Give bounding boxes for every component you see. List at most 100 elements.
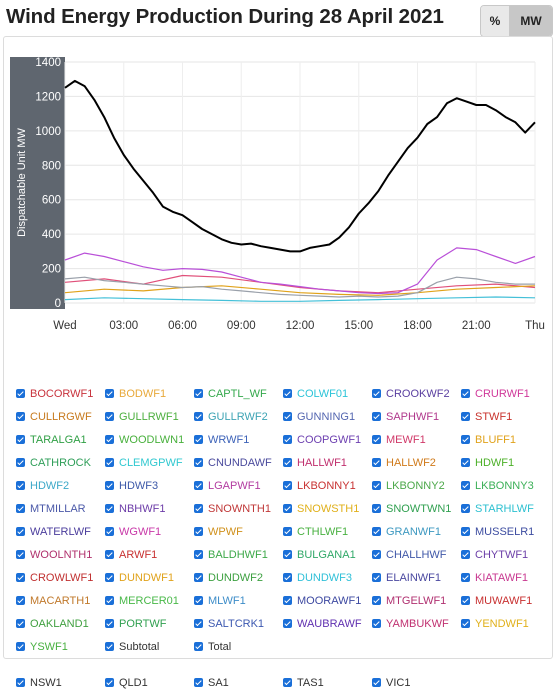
checkbox-checked-icon[interactable] [283, 435, 292, 444]
checkbox-checked-icon[interactable] [461, 596, 470, 605]
legend-item-lkbonny1[interactable]: LKBONNY1 [283, 474, 372, 497]
region-nsw1[interactable]: NSW1 [16, 671, 105, 694]
checkbox-checked-icon[interactable] [16, 596, 25, 605]
legend-item-lgapwf1[interactable]: LGAPWF1 [194, 474, 283, 497]
legend-item-cathrock[interactable]: CATHROCK [16, 451, 105, 474]
checkbox-checked-icon[interactable] [105, 596, 114, 605]
legend-item-cthlwf1[interactable]: CTHLWF1 [283, 520, 372, 543]
legend-item-hdwf3[interactable]: HDWF3 [105, 474, 194, 497]
legend-item-bocorwf1[interactable]: BOCORWF1 [16, 382, 105, 405]
legend-item-yendwf1[interactable]: YENDWF1 [461, 612, 550, 635]
legend-item-mtgelwf1[interactable]: MTGELWF1 [372, 589, 461, 612]
checkbox-checked-icon[interactable] [105, 389, 114, 398]
checkbox-checked-icon[interactable] [283, 527, 292, 536]
checkbox-checked-icon[interactable] [16, 573, 25, 582]
legend-item-chytwf1[interactable]: CHYTWF1 [461, 543, 550, 566]
legend-item-woodlwn1[interactable]: WOODLWN1 [105, 428, 194, 451]
checkbox-checked-icon[interactable] [16, 678, 25, 687]
checkbox-checked-icon[interactable] [105, 550, 114, 559]
checkbox-checked-icon[interactable] [16, 642, 25, 651]
legend-item-waterlwf[interactable]: WATERLWF [16, 520, 105, 543]
legend-item-lkbonny2[interactable]: LKBONNY2 [372, 474, 461, 497]
legend-item-gunning1[interactable]: GUNNING1 [283, 405, 372, 428]
legend-item-wgwf1[interactable]: WGWF1 [105, 520, 194, 543]
checkbox-checked-icon[interactable] [372, 678, 381, 687]
legend-item-taralga1[interactable]: TARALGA1 [16, 428, 105, 451]
legend-item-hallwf1[interactable]: HALLWF1 [283, 451, 372, 474]
legend-item-yambukwf[interactable]: YAMBUKWF [372, 612, 461, 635]
checkbox-checked-icon[interactable] [105, 435, 114, 444]
checkbox-checked-icon[interactable] [16, 550, 25, 559]
legend-item-nbhwf1[interactable]: NBHWF1 [105, 497, 194, 520]
legend-item-musselr1[interactable]: MUSSELR1 [461, 520, 550, 543]
checkbox-checked-icon[interactable] [194, 596, 203, 605]
legend-item-mewf1[interactable]: MEWF1 [372, 428, 461, 451]
checkbox-checked-icon[interactable] [194, 619, 203, 628]
legend-item-macarth1[interactable]: MACARTH1 [16, 589, 105, 612]
checkbox-checked-icon[interactable] [194, 458, 203, 467]
legend-item-kiatawf1[interactable]: KIATAWF1 [461, 566, 550, 589]
checkbox-checked-icon[interactable] [16, 504, 25, 513]
checkbox-checked-icon[interactable] [283, 573, 292, 582]
checkbox-checked-icon[interactable] [372, 435, 381, 444]
checkbox-checked-icon[interactable] [283, 481, 292, 490]
checkbox-checked-icon[interactable] [372, 619, 381, 628]
checkbox-checked-icon[interactable] [16, 435, 25, 444]
checkbox-checked-icon[interactable] [461, 504, 470, 513]
legend-item-saphwf1[interactable]: SAPHWF1 [372, 405, 461, 428]
legend-item-snownth1[interactable]: SNOWNTH1 [194, 497, 283, 520]
checkbox-checked-icon[interactable] [194, 412, 203, 421]
legend-item-oakland1[interactable]: OAKLAND1 [16, 612, 105, 635]
checkbox-checked-icon[interactable] [16, 389, 25, 398]
legend-item-muwawf1[interactable]: MUWAWF1 [461, 589, 550, 612]
legend-item-baldhwf1[interactable]: BALDHWF1 [194, 543, 283, 566]
checkbox-checked-icon[interactable] [194, 573, 203, 582]
checkbox-checked-icon[interactable] [194, 678, 203, 687]
legend-item-bodwf1[interactable]: BODWF1 [105, 382, 194, 405]
checkbox-checked-icon[interactable] [105, 527, 114, 536]
legend-item-mlwf1[interactable]: MLWF1 [194, 589, 283, 612]
legend-item-challhwf[interactable]: CHALLHWF [372, 543, 461, 566]
legend-item-starhlwf[interactable]: STARHLWF [461, 497, 550, 520]
legend-item-hdwf2[interactable]: HDWF2 [16, 474, 105, 497]
legend-item-bluff1[interactable]: BLUFF1 [461, 428, 550, 451]
checkbox-checked-icon[interactable] [194, 642, 203, 651]
checkbox-checked-icon[interactable] [461, 619, 470, 628]
checkbox-checked-icon[interactable] [194, 435, 203, 444]
checkbox-checked-icon[interactable] [283, 389, 292, 398]
checkbox-checked-icon[interactable] [105, 619, 114, 628]
legend-item-crurwf1[interactable]: CRURWF1 [461, 382, 550, 405]
legend-item-mtmillar[interactable]: MTMILLAR [16, 497, 105, 520]
checkbox-checked-icon[interactable] [283, 678, 292, 687]
legend-item-granwf1[interactable]: GRANWF1 [372, 520, 461, 543]
checkbox-checked-icon[interactable] [372, 458, 381, 467]
checkbox-checked-icon[interactable] [105, 412, 114, 421]
checkbox-checked-icon[interactable] [461, 458, 470, 467]
checkbox-checked-icon[interactable] [372, 573, 381, 582]
checkbox-checked-icon[interactable] [105, 504, 114, 513]
checkbox-checked-icon[interactable] [372, 481, 381, 490]
checkbox-checked-icon[interactable] [283, 504, 292, 513]
checkbox-checked-icon[interactable] [372, 527, 381, 536]
checkbox-checked-icon[interactable] [461, 435, 470, 444]
legend-item-cnundawf[interactable]: CNUNDAWF [194, 451, 283, 474]
checkbox-checked-icon[interactable] [372, 504, 381, 513]
legend-item-dundwf1[interactable]: DUNDWF1 [105, 566, 194, 589]
region-sa1[interactable]: SA1 [194, 671, 283, 694]
legend-item-arwf1[interactable]: ARWF1 [105, 543, 194, 566]
legend-item-gullrwf2[interactable]: GULLRWF2 [194, 405, 283, 428]
checkbox-checked-icon[interactable] [105, 458, 114, 467]
legend-item-portwf[interactable]: PORTWF [105, 612, 194, 635]
checkbox-checked-icon[interactable] [16, 527, 25, 536]
checkbox-checked-icon[interactable] [194, 389, 203, 398]
region-vic1[interactable]: VIC1 [372, 671, 461, 694]
region-qld1[interactable]: QLD1 [105, 671, 194, 694]
checkbox-checked-icon[interactable] [461, 527, 470, 536]
checkbox-checked-icon[interactable] [16, 481, 25, 490]
checkbox-checked-icon[interactable] [16, 458, 25, 467]
checkbox-checked-icon[interactable] [105, 642, 114, 651]
checkbox-checked-icon[interactable] [283, 619, 292, 628]
checkbox-checked-icon[interactable] [16, 412, 25, 421]
legend-item-cullrgwf[interactable]: CULLRGWF [16, 405, 105, 428]
checkbox-checked-icon[interactable] [194, 504, 203, 513]
